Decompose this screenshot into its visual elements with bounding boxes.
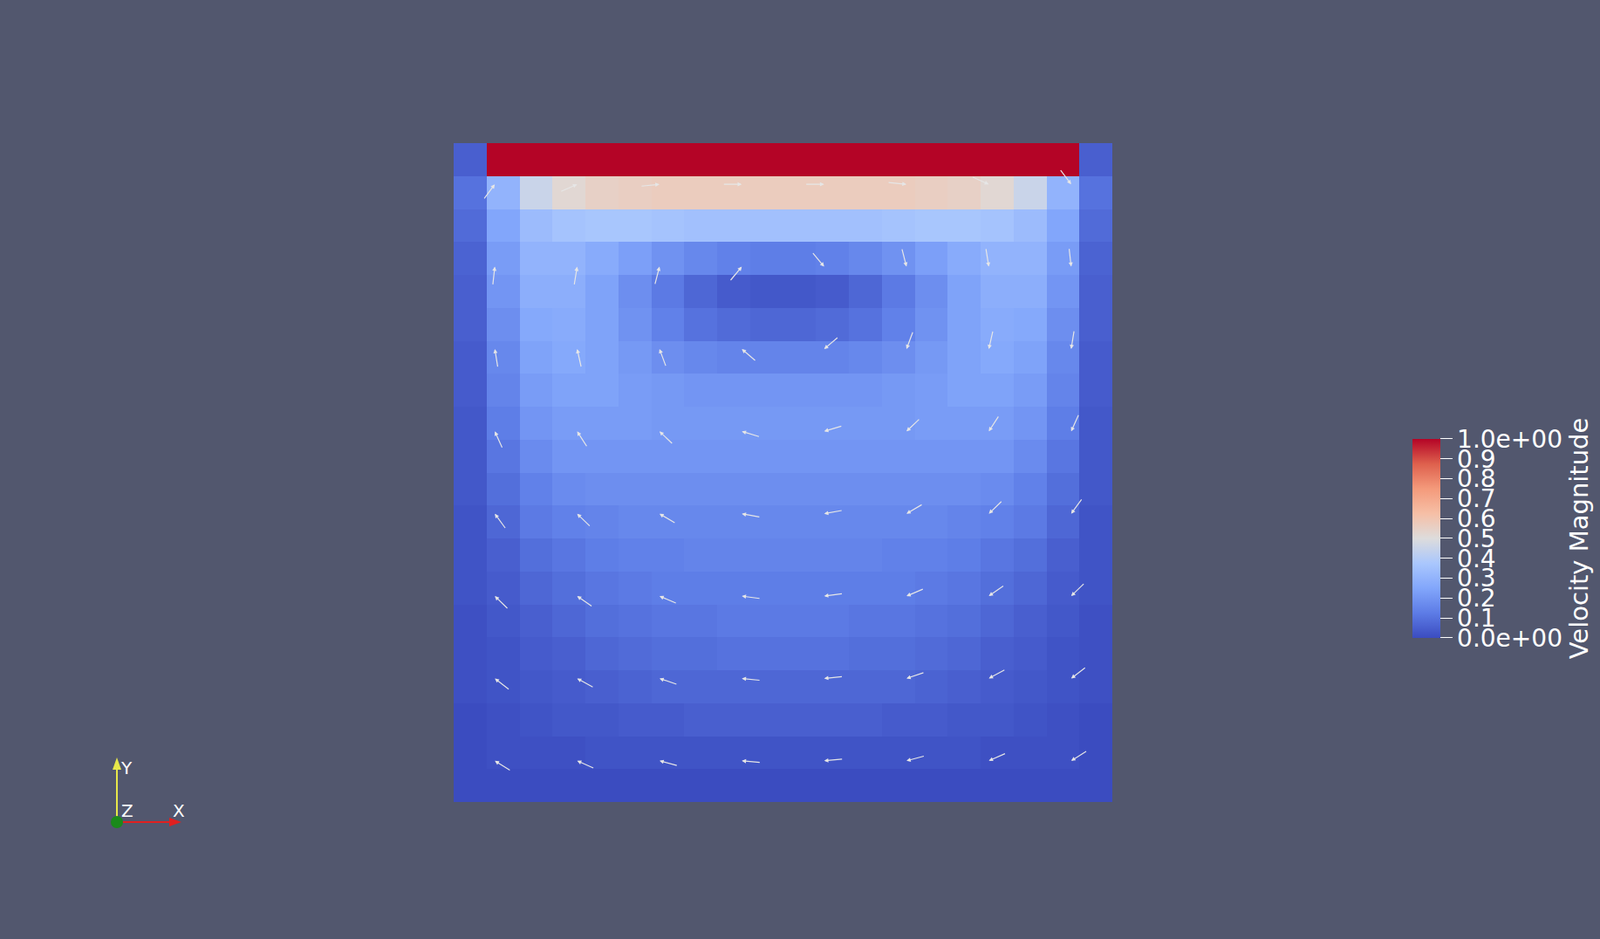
svg-text:0.5: 0.5 — [1456, 524, 1497, 554]
svg-text:0.8: 0.8 — [1456, 464, 1497, 493]
svg-text:1.0e+00: 1.0e+00 — [1456, 424, 1563, 454]
svg-text:0.0e+00: 0.0e+00 — [1456, 623, 1563, 653]
svg-text:X: X — [172, 800, 185, 821]
svg-text:0.2: 0.2 — [1456, 583, 1497, 613]
svg-text:0.3: 0.3 — [1456, 563, 1497, 593]
svg-text:0.1: 0.1 — [1456, 603, 1497, 633]
svg-text:0.4: 0.4 — [1456, 544, 1497, 574]
svg-text:0.7: 0.7 — [1456, 484, 1497, 513]
svg-text:Y: Y — [120, 757, 133, 779]
svg-text:0.6: 0.6 — [1456, 504, 1497, 534]
svg-text:Z: Z — [121, 800, 134, 821]
svg-text:0.9: 0.9 — [1456, 444, 1497, 474]
svg-text:Velocity Magnitude: Velocity Magnitude — [1564, 417, 1594, 660]
